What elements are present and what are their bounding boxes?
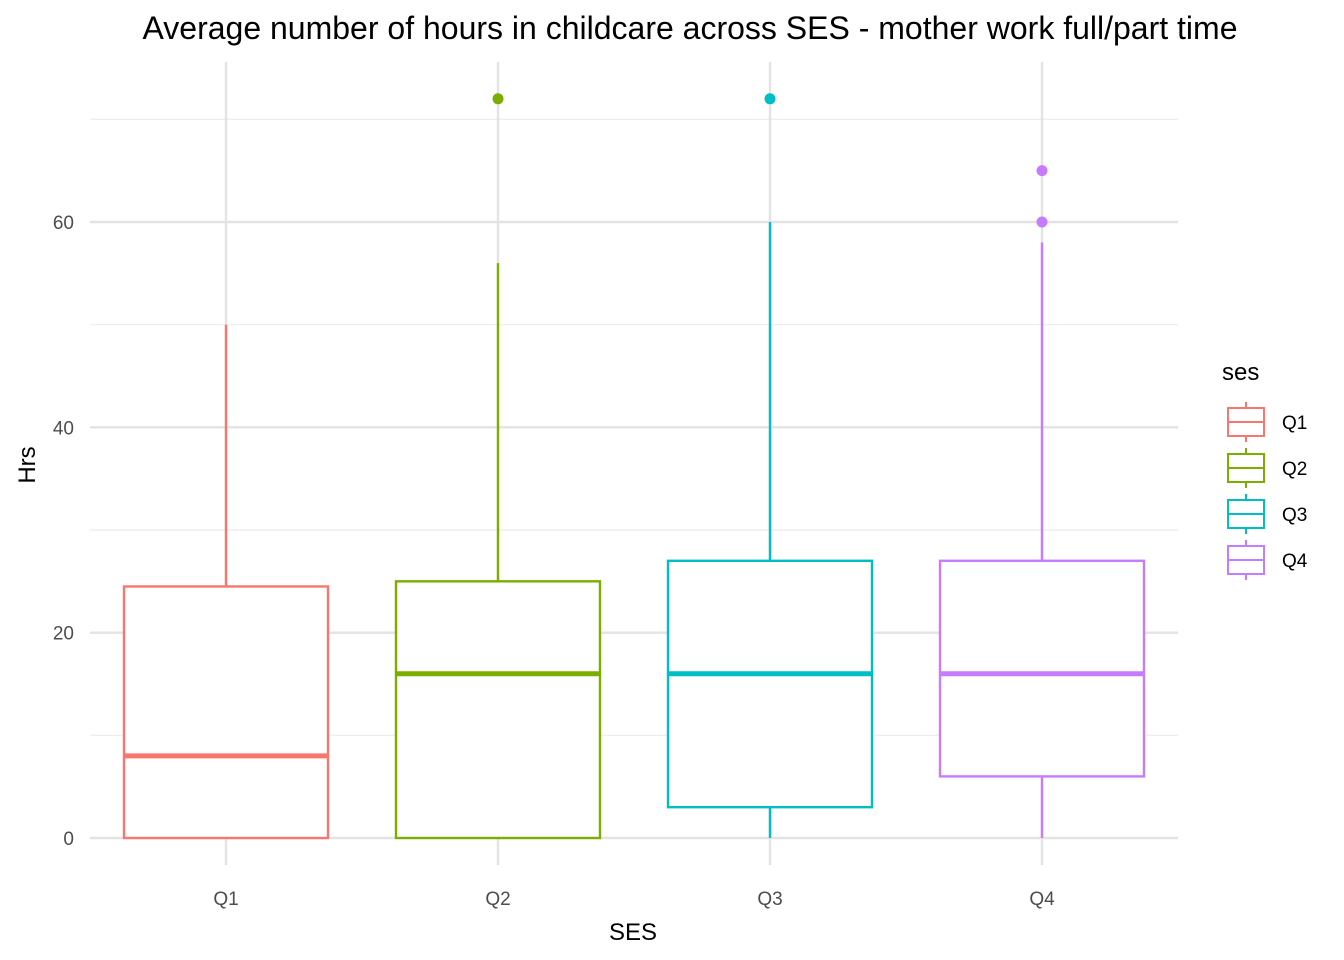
legend-item-q1: Q1 [1227,402,1307,442]
x-tick-label: Q1 [213,889,238,910]
legend: ses Q1 Q2 Q3 Q4 [1222,359,1308,580]
legend-item-q4: Q4 [1227,540,1308,580]
box-q3 [666,93,874,838]
outlier-point [1036,216,1048,228]
x-tick-label: Q3 [757,889,782,910]
box-q1 [122,324,330,840]
outlier-point [492,93,504,105]
box-iqr [938,559,1146,778]
y-tick-label: 60 [53,213,74,234]
legend-label: Q2 [1282,459,1307,480]
outlier-point [1036,165,1048,177]
legend-label: Q4 [1282,551,1308,572]
box-series [122,93,1146,840]
box-iqr [122,585,330,840]
y-tick-label: 0 [63,829,74,850]
x-tick-label: Q4 [1029,889,1055,910]
y-tick-label: 20 [53,624,74,645]
y-tick-label: 40 [53,418,74,439]
box-iqr [394,580,602,840]
x-axis-ticks: Q1 Q2 Q3 Q4 [213,889,1055,910]
box-iqr [666,559,874,809]
legend-label: Q3 [1282,505,1307,526]
chart-title: Average number of hours in childcare acr… [143,10,1238,46]
y-axis-title: Hrs [14,446,41,483]
box-q2 [394,93,602,840]
box-q4 [938,165,1146,838]
legend-item-q3: Q3 [1227,494,1307,534]
x-tick-label: Q2 [485,889,510,910]
legend-label: Q1 [1282,413,1307,434]
x-axis-title: SES [609,919,657,946]
legend-title: ses [1222,359,1259,386]
legend-item-q2: Q2 [1227,448,1307,488]
y-axis-ticks: 0 20 40 60 [53,213,74,850]
outlier-point [764,93,776,105]
